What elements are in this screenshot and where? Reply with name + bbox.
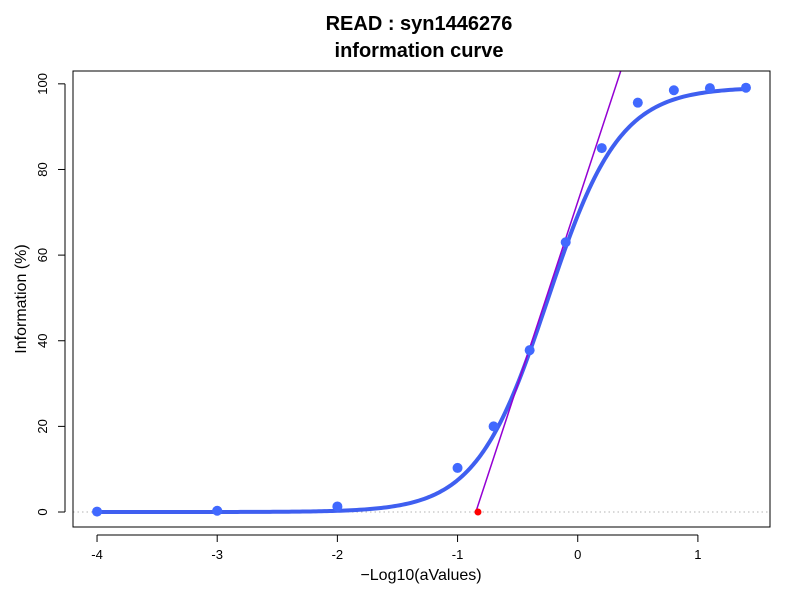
x-tick-label: -3 xyxy=(211,547,223,562)
y-axis-label: Information (%) xyxy=(13,244,30,353)
data-point xyxy=(332,501,343,512)
fitted-curve-line xyxy=(95,86,748,515)
data-point xyxy=(668,85,679,96)
data-point xyxy=(212,505,223,516)
y-axis: 0 20 40 60 80 100 xyxy=(35,73,66,516)
y-tick-label: 80 xyxy=(35,162,50,176)
data-point xyxy=(740,82,751,93)
data-point xyxy=(560,237,571,248)
plot-area xyxy=(73,71,770,517)
y-tick-label: 40 xyxy=(35,334,50,348)
data-point xyxy=(632,97,643,108)
y-tick-label: 100 xyxy=(35,73,50,95)
data-point xyxy=(524,345,535,356)
data-point xyxy=(452,462,463,473)
data-point xyxy=(596,143,607,154)
plot-frame xyxy=(72,70,771,528)
x-axis: -4 -3 -2 -1 0 1 xyxy=(91,534,702,562)
plot-content xyxy=(73,71,770,517)
y-tick-label: 0 xyxy=(35,508,50,515)
data-point xyxy=(704,83,715,94)
x-tick-label: 0 xyxy=(574,547,581,562)
data-point xyxy=(92,506,103,517)
y-tick-label: 60 xyxy=(35,248,50,262)
x-intercept-point xyxy=(474,508,482,516)
x-tick-label: 1 xyxy=(694,547,701,562)
x-tick-label: -1 xyxy=(452,547,464,562)
x-axis-label: −Log10(aValues) xyxy=(360,567,481,584)
chart-subtitle: information curve xyxy=(335,40,504,62)
data-point xyxy=(488,421,499,432)
tangent-line xyxy=(475,71,622,513)
chart-title: READ : syn1446276 xyxy=(326,13,513,35)
x-tick-label: -2 xyxy=(332,547,344,562)
y-tick-label: 20 xyxy=(35,419,50,433)
x-tick-label: -4 xyxy=(91,547,103,562)
